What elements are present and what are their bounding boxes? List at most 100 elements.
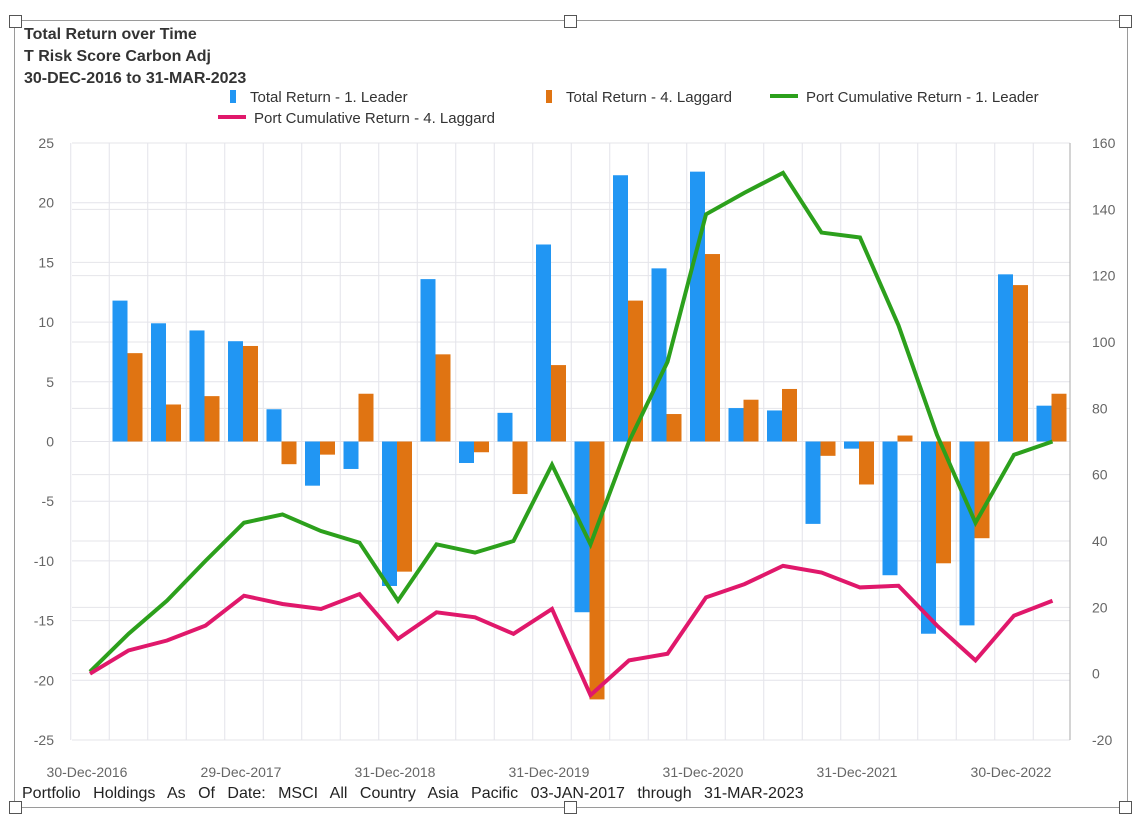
bar-leader xyxy=(536,244,551,442)
x-tick-label: 31-Dec-2019 xyxy=(509,764,590,780)
x-tick-label: 30-Dec-2022 xyxy=(971,764,1052,780)
footer-note: Portfolio Holdings As Of Date: MSCI All … xyxy=(22,785,804,802)
bar-laggard xyxy=(936,441,951,564)
bar-leader xyxy=(228,341,243,442)
bar-leader xyxy=(651,268,667,442)
legend-label: Port Cumulative Return - 4. Laggard xyxy=(254,110,495,127)
bar-leader xyxy=(613,175,628,442)
bar-laggard xyxy=(1013,285,1028,442)
bar-laggard xyxy=(512,441,528,495)
bar-laggard xyxy=(782,388,797,442)
resize-handle[interactable] xyxy=(564,801,577,814)
bar-laggard xyxy=(320,441,335,455)
bar-laggard xyxy=(820,441,836,456)
resize-handle[interactable] xyxy=(9,801,22,814)
line-laggard-cumulative xyxy=(88,563,1054,699)
bar-laggard xyxy=(435,354,451,442)
bar-laggard xyxy=(204,396,220,442)
legend-swatch xyxy=(546,90,552,103)
bar-leader xyxy=(382,441,397,586)
y-left-tick-label: -5 xyxy=(42,493,55,509)
legend-item-leader-line[interactable]: Port Cumulative Return - 1. Leader xyxy=(770,89,1039,106)
line-leader-cumulative xyxy=(88,170,1054,674)
y-left-tick-label: 25 xyxy=(38,135,54,151)
x-tick-label: 30-Dec-2016 xyxy=(47,764,128,780)
bar-leader xyxy=(497,412,513,442)
resize-handle[interactable] xyxy=(1119,801,1132,814)
y-right-tick-label: -20 xyxy=(1092,732,1112,748)
y-left-tick-label: 0 xyxy=(46,434,54,450)
bar-leader xyxy=(151,323,166,442)
bar-leader xyxy=(728,408,744,442)
resize-handle[interactable] xyxy=(564,15,577,28)
y-right-tick-label: 40 xyxy=(1092,533,1108,549)
bar-leader xyxy=(459,441,474,463)
y-left-tick-label: 15 xyxy=(38,254,54,270)
bar-laggard xyxy=(281,441,297,465)
bar-laggard xyxy=(589,441,605,700)
x-tick-label: 31-Dec-2020 xyxy=(663,764,744,780)
resize-handle[interactable] xyxy=(9,15,22,28)
bar-leader xyxy=(882,441,898,576)
resize-handle[interactable] xyxy=(1119,15,1132,28)
bar-leader xyxy=(767,410,782,442)
bar-leader xyxy=(921,441,936,634)
bar-leader xyxy=(998,274,1013,442)
x-tick-label: 31-Dec-2021 xyxy=(817,764,898,780)
bar-leader xyxy=(805,441,821,524)
x-tick-label: 31-Dec-2018 xyxy=(355,764,436,780)
legend-swatch xyxy=(770,94,798,98)
y-right-tick-label: 120 xyxy=(1092,268,1116,284)
bar-laggard xyxy=(666,414,682,442)
bar-leader xyxy=(844,441,859,449)
y-right-tick-label: 60 xyxy=(1092,467,1108,483)
bar-leader xyxy=(189,330,205,442)
y-right-tick-label: 100 xyxy=(1092,334,1116,350)
bar-leader xyxy=(420,279,436,442)
y-right-tick-label: 80 xyxy=(1092,400,1108,416)
bar-leader xyxy=(266,409,282,442)
y-left-tick-label: -25 xyxy=(34,732,54,748)
y-left-tick-label: -15 xyxy=(34,613,54,629)
bar-laggard xyxy=(897,435,913,442)
bar-leader xyxy=(690,171,705,442)
legend-label: Port Cumulative Return - 1. Leader xyxy=(806,89,1039,106)
y-left-tick-label: -10 xyxy=(34,553,54,569)
legend-label: Total Return - 4. Laggard xyxy=(566,89,732,106)
y-right-tick-label: 160 xyxy=(1092,135,1116,151)
bar-laggard xyxy=(628,300,643,442)
bar-laggard xyxy=(859,441,874,485)
y-left-tick-label: -20 xyxy=(34,672,54,688)
chart-subtitle: T Risk Score Carbon Adj xyxy=(24,48,211,65)
bar-leader xyxy=(343,441,359,469)
bar-leader xyxy=(112,300,128,442)
bar-laggard xyxy=(243,345,258,442)
bar-laggard xyxy=(166,404,181,442)
legend-swatch xyxy=(218,115,246,119)
bar-laggard xyxy=(551,365,566,442)
bar-laggard xyxy=(743,399,759,442)
bar-laggard xyxy=(358,393,374,442)
x-tick-label: 29-Dec-2017 xyxy=(201,764,282,780)
bar-leader xyxy=(305,441,320,486)
y-left-tick-label: 20 xyxy=(38,195,54,211)
bar-laggard xyxy=(1051,393,1067,442)
chart-title: Total Return over Time xyxy=(24,26,197,43)
bar-laggard xyxy=(127,353,143,442)
legend-item-laggard-bar[interactable]: Total Return - 4. Laggard xyxy=(546,89,732,106)
bar-laggard xyxy=(474,441,489,453)
legend-label: Total Return - 1. Leader xyxy=(250,89,408,106)
y-right-tick-label: 20 xyxy=(1092,599,1108,615)
bar-leader xyxy=(1036,405,1052,442)
bar-laggard xyxy=(397,441,412,572)
legend-item-laggard-line[interactable]: Port Cumulative Return - 4. Laggard xyxy=(218,110,495,127)
y-right-tick-label: 140 xyxy=(1092,201,1116,217)
y-left-tick-label: 5 xyxy=(46,374,54,390)
y-left-tick-label: 10 xyxy=(38,314,54,330)
y-right-tick-label: 0 xyxy=(1092,666,1100,682)
bar-leader xyxy=(959,441,975,626)
legend-item-leader-bar[interactable]: Total Return - 1. Leader xyxy=(230,89,408,106)
legend-swatch xyxy=(230,90,236,103)
